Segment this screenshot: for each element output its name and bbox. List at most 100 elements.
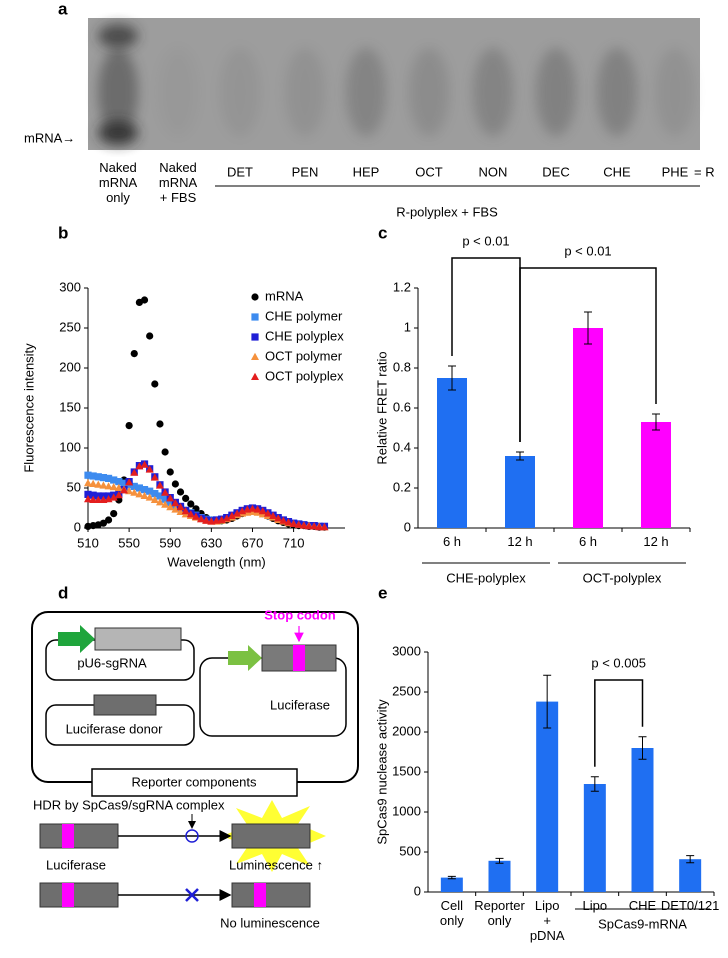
y-tick-label: 0 bbox=[74, 519, 81, 534]
x-tick-label: 6 h bbox=[578, 534, 598, 549]
point bbox=[202, 516, 211, 524]
error-bar bbox=[652, 413, 660, 431]
point bbox=[140, 460, 149, 468]
point bbox=[263, 509, 272, 517]
y-axis-label: SpCas9 nuclease activity bbox=[374, 699, 389, 845]
gel-smear bbox=[346, 48, 386, 136]
point bbox=[171, 505, 180, 513]
gel-band bbox=[98, 24, 138, 48]
y-tick-label: 0.2 bbox=[393, 479, 411, 494]
gel-smear bbox=[285, 48, 325, 136]
point bbox=[114, 491, 123, 499]
point bbox=[135, 484, 143, 492]
point bbox=[251, 372, 259, 380]
point bbox=[156, 492, 164, 500]
panel-label: b bbox=[58, 223, 68, 242]
lane-label: PHE bbox=[662, 164, 689, 179]
point bbox=[251, 352, 259, 360]
y-tick-label: 0.8 bbox=[393, 359, 411, 374]
point bbox=[248, 504, 257, 512]
significance-label: p < 0.01 bbox=[564, 243, 611, 258]
outcome-label: Luminescence ↑ bbox=[229, 857, 323, 872]
bar bbox=[488, 860, 511, 892]
y-tick-label: 500 bbox=[399, 843, 421, 858]
y-tick-label: 1.2 bbox=[393, 279, 411, 294]
promoter-arrow bbox=[58, 625, 95, 653]
point bbox=[84, 471, 92, 479]
components-box bbox=[91, 768, 298, 797]
point bbox=[109, 493, 118, 501]
point bbox=[181, 507, 190, 515]
point bbox=[104, 516, 113, 524]
bar bbox=[536, 701, 559, 892]
legend-label: mRNA bbox=[265, 288, 304, 303]
significance-bracket bbox=[594, 679, 644, 767]
point bbox=[161, 500, 170, 508]
legend-label: CHE polyplex bbox=[265, 328, 344, 343]
gel-smear bbox=[473, 48, 513, 136]
x-tick-label: Cell only bbox=[439, 898, 464, 928]
x-tick-label: Reporter only bbox=[474, 898, 525, 928]
error-bar bbox=[638, 736, 647, 760]
y-tick-label: 300 bbox=[59, 279, 81, 294]
error-bar bbox=[584, 311, 592, 345]
point bbox=[161, 488, 170, 496]
bar bbox=[440, 877, 463, 892]
y-tick-label: 0 bbox=[404, 519, 411, 534]
point bbox=[253, 505, 262, 513]
x-tick-label: 510 bbox=[77, 535, 99, 550]
gel-smear bbox=[536, 48, 576, 136]
gel-smear bbox=[158, 48, 198, 136]
lane-label: Naked mRNA only bbox=[98, 160, 138, 205]
y-tick-label: 2000 bbox=[392, 723, 421, 738]
lane-note: = R bbox=[694, 164, 715, 179]
y-axis-label: Fluorescence intensity bbox=[21, 343, 36, 473]
point bbox=[99, 481, 108, 489]
y-tick-label: 1000 bbox=[392, 803, 421, 818]
bar bbox=[573, 328, 603, 528]
point bbox=[171, 499, 180, 507]
stop-codon-site bbox=[62, 824, 74, 848]
lane-label: OCT bbox=[415, 164, 443, 179]
point bbox=[166, 498, 174, 506]
components-label: Reporter components bbox=[131, 774, 257, 789]
gel-smear bbox=[597, 48, 637, 136]
success-mark bbox=[185, 829, 199, 843]
point bbox=[251, 333, 259, 341]
point bbox=[166, 468, 174, 476]
point bbox=[94, 480, 103, 488]
group-label: R-polyplex + FBS bbox=[396, 204, 498, 219]
point bbox=[115, 478, 123, 486]
gene-box bbox=[39, 823, 119, 849]
point bbox=[150, 473, 159, 481]
significance-label: p < 0.01 bbox=[462, 233, 509, 248]
group-label: CHE-polyplex bbox=[446, 570, 526, 585]
lane-label: CHE bbox=[603, 164, 631, 179]
error-bar bbox=[516, 451, 524, 461]
x-tick-label: 630 bbox=[201, 535, 223, 550]
point bbox=[176, 503, 185, 511]
gel-smear bbox=[220, 48, 260, 136]
point bbox=[176, 488, 185, 496]
point bbox=[120, 479, 128, 487]
point bbox=[269, 511, 278, 519]
group-label: OCT-polyplex bbox=[583, 570, 662, 585]
point bbox=[197, 515, 206, 523]
point bbox=[89, 491, 97, 499]
error-bar bbox=[448, 365, 456, 391]
gene-box bbox=[231, 882, 311, 908]
hdr-label: HDR by SpCas9/sgRNA complex bbox=[33, 797, 225, 812]
lane-label: Naked mRNA + FBS bbox=[158, 160, 198, 205]
x-tick-label: Lipo bbox=[582, 898, 608, 913]
y-tick-label: 50 bbox=[67, 479, 81, 494]
point bbox=[145, 465, 154, 473]
gel-smear bbox=[409, 48, 449, 136]
point bbox=[227, 511, 236, 519]
point bbox=[99, 474, 108, 482]
outcome-label: No luminescence bbox=[220, 915, 320, 930]
gel-smear bbox=[98, 48, 138, 136]
error-bar bbox=[590, 776, 599, 792]
point bbox=[151, 490, 159, 498]
